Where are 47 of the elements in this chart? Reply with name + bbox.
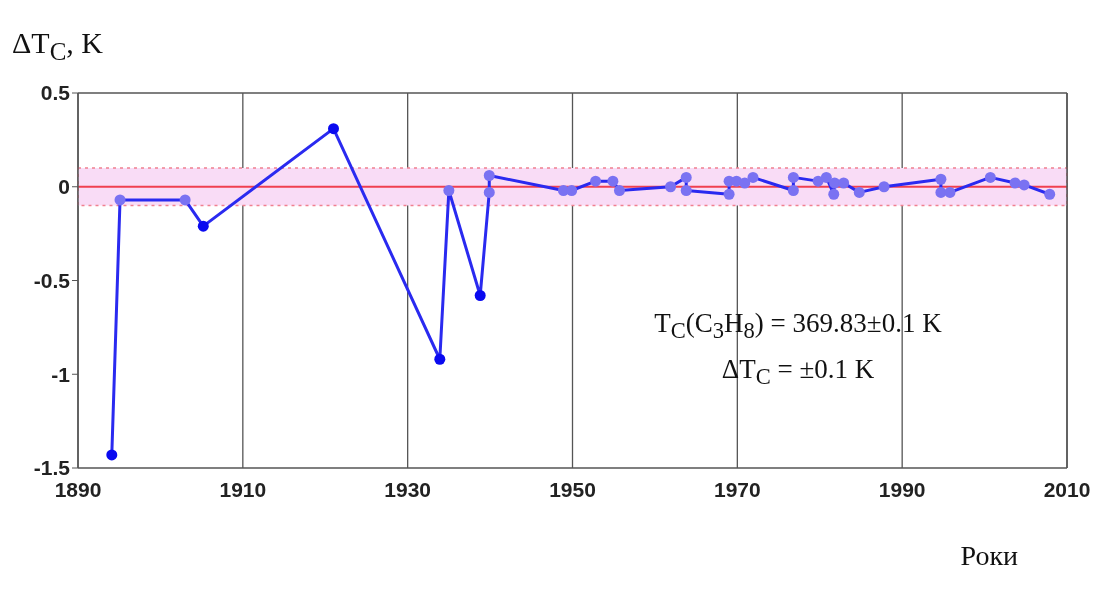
point [787,171,799,183]
point [483,186,495,198]
y-tick-label: -1 [51,362,71,386]
point [443,185,455,196]
point [853,186,865,198]
y-tick-label: 0 [58,175,70,199]
x-tick-label: 1990 [878,477,926,501]
point [828,188,840,200]
point [935,186,947,198]
y-tick-label: -0.5 [33,268,71,292]
point [474,290,486,301]
point [838,177,850,189]
x-tick-label: 1890 [54,477,102,501]
y-axis-title: ΔT$_{C}$, K [12,26,103,66]
point [787,185,799,196]
x-tick-label: 1950 [549,477,596,501]
point [434,353,446,365]
point [820,171,832,183]
point [944,186,956,198]
point [179,194,191,206]
point [680,185,692,196]
point [739,177,751,189]
point [747,171,759,183]
point [327,123,339,135]
point [680,171,692,183]
point [197,220,209,232]
x-tick-label: 1910 [219,477,267,501]
point [878,181,890,193]
y-tick-label: 0.5 [40,81,71,105]
point [114,194,126,206]
point [1044,188,1056,200]
point [566,185,578,196]
point [607,175,619,187]
x-tick-label: 1970 [713,477,761,501]
point [106,449,118,461]
point [665,181,677,193]
point [483,170,495,181]
point [590,175,602,187]
x-axis-title: Роки [960,540,1018,572]
point [935,173,947,185]
y-tick-label: -1.5 [33,456,71,480]
point [1018,179,1030,191]
x-tick-label: 1930 [384,477,432,501]
point [723,188,735,200]
point [613,185,625,196]
point [984,171,996,183]
x-tick-label: 2010 [1043,477,1091,501]
